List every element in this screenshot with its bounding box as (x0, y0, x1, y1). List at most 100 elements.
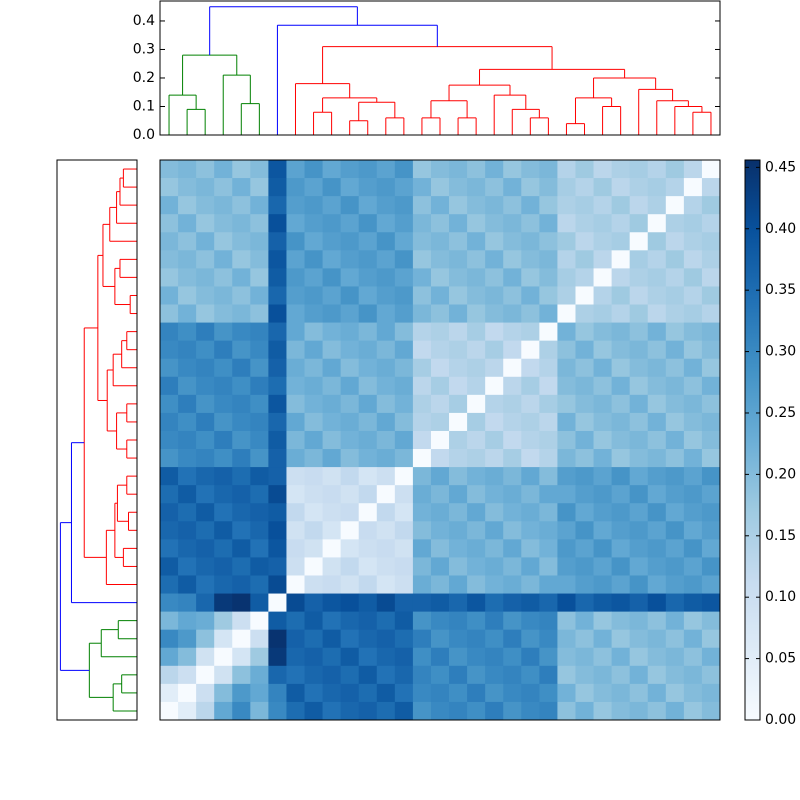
heatmap-cell (376, 683, 396, 703)
heatmap-cell (665, 449, 685, 468)
heatmap-cell (340, 358, 360, 378)
heatmap-cell (250, 557, 269, 576)
heatmap-cell (593, 521, 613, 540)
heatmap-cell (539, 521, 558, 540)
heatmap-cell (557, 449, 576, 468)
heatmap-cell (575, 521, 594, 540)
heatmap-cell (250, 449, 269, 468)
heatmap-cell (196, 521, 215, 540)
heatmap-cell (286, 250, 305, 269)
heatmap-cell (557, 647, 576, 667)
heatmap-cell (304, 467, 323, 486)
heatmap-cell (557, 485, 576, 504)
heatmap-cell (250, 250, 269, 269)
heatmap-cell (467, 160, 486, 179)
heatmap-cell (160, 286, 179, 305)
heatmap-cell (340, 485, 360, 504)
heatmap-cell (394, 449, 414, 468)
heatmap-cell (647, 322, 667, 342)
heatmap-cell (521, 376, 540, 396)
heatmap-cell (575, 358, 594, 378)
heatmap-cell (214, 178, 233, 197)
heatmap-cell (485, 232, 504, 251)
heatmap-cell (575, 232, 594, 251)
heatmap-cell (376, 485, 396, 504)
heatmap-cell (593, 593, 613, 613)
heatmap-cell (683, 575, 703, 594)
heatmap-cell (430, 250, 450, 269)
heatmap-cell (647, 160, 667, 179)
heatmap-cell (160, 485, 179, 504)
heatmap-cell (647, 412, 667, 432)
heatmap-cell (647, 557, 667, 576)
heatmap-cell (160, 322, 179, 342)
heatmap-cell (701, 412, 721, 432)
heatmap-cell (376, 575, 396, 594)
heatmap-cell (268, 701, 287, 721)
heatmap-cell (286, 701, 305, 721)
heatmap-cell (214, 449, 233, 468)
heatmap-cell (358, 268, 378, 287)
heatmap-cell (286, 304, 305, 323)
heatmap-cell (665, 322, 685, 342)
heatmap-cell (611, 557, 631, 576)
heatmap-cell (683, 250, 703, 269)
heatmap-cell (521, 449, 540, 468)
heatmap-cell (557, 268, 576, 287)
heatmap-cell (557, 196, 576, 215)
heatmap-cell (593, 214, 613, 233)
heatmap-cell (647, 196, 667, 215)
heatmap-cell (593, 286, 613, 305)
heatmap-cell (268, 340, 287, 360)
heatmap-cell (467, 521, 486, 540)
heatmap-cell (503, 376, 522, 396)
heatmap-cell (557, 665, 576, 685)
heatmap-cell (521, 701, 540, 721)
heatmap-cell (593, 178, 613, 197)
heatmap-cell (575, 214, 594, 233)
heatmap-cell (593, 467, 613, 486)
heatmap-cell (611, 430, 631, 450)
heatmap-cell (683, 521, 703, 540)
heatmap-cell (250, 647, 269, 667)
heatmap-cell (322, 485, 342, 504)
heatmap-cell (286, 503, 305, 522)
heatmap-cell (322, 304, 342, 323)
heatmap-cell (629, 250, 649, 269)
heatmap-cell (304, 394, 323, 414)
heatmap-cell (178, 232, 197, 251)
heatmap-cell (485, 304, 504, 323)
heatmap-cell (593, 665, 613, 685)
heatmap-cell (647, 665, 667, 685)
heatmap-cell (521, 647, 540, 667)
heatmap-cell (304, 503, 323, 522)
heatmap-cell (178, 683, 197, 703)
heatmap-cell (394, 322, 414, 342)
heatmap-cell (160, 232, 179, 251)
heatmap-cell (485, 376, 504, 396)
heatmap-cell (467, 449, 486, 468)
heatmap-cell (412, 196, 432, 215)
heatmap-cell (629, 376, 649, 396)
heatmap-cell (629, 430, 649, 450)
heatmap-cell (412, 557, 432, 576)
heatmap-cell (358, 539, 378, 558)
colorbar-tick-label: 0.35 (765, 282, 796, 298)
heatmap-cell (467, 304, 486, 323)
heatmap-cell (575, 268, 594, 287)
heatmap-cell (539, 575, 558, 594)
heatmap-cell (304, 214, 323, 233)
heatmap-cell (701, 304, 721, 323)
heatmap-cell (232, 521, 251, 540)
heatmap-cell (557, 503, 576, 522)
y-tick-label: 0.4 (133, 13, 155, 29)
heatmap-cell (449, 665, 468, 685)
heatmap-cell (340, 430, 360, 450)
heatmap-cell (575, 340, 594, 360)
heatmap-cell (196, 358, 215, 378)
heatmap-cell (665, 557, 685, 576)
heatmap-cell (647, 394, 667, 414)
heatmap-cell (214, 358, 233, 378)
heatmap-cell (196, 701, 215, 721)
heatmap-cell (539, 683, 558, 703)
